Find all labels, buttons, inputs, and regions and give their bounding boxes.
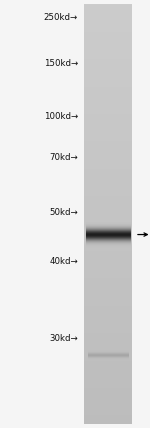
Text: 100kd→: 100kd→	[44, 112, 78, 121]
Text: 40kd→: 40kd→	[49, 257, 78, 267]
Text: www.PTGLIOBCOM: www.PTGLIOBCOM	[105, 183, 111, 245]
Text: 30kd→: 30kd→	[49, 333, 78, 343]
Text: 250kd→: 250kd→	[44, 12, 78, 22]
Text: 50kd→: 50kd→	[49, 208, 78, 217]
Text: 150kd→: 150kd→	[44, 59, 78, 68]
Text: 70kd→: 70kd→	[49, 153, 78, 162]
